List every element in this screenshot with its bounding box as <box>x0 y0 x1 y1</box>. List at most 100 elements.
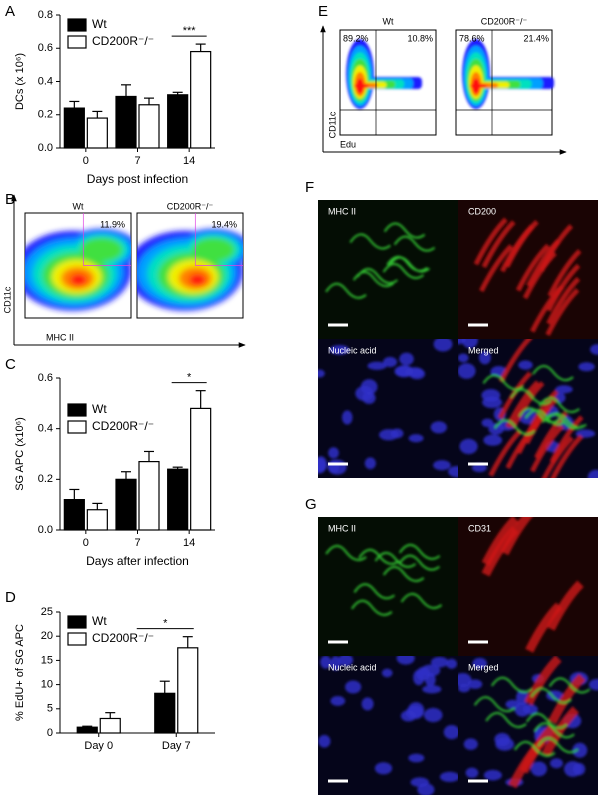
nucleus <box>328 447 339 459</box>
error-bar <box>195 390 206 409</box>
density <box>25 228 131 311</box>
legend-swatch <box>67 420 87 434</box>
nucleus <box>555 385 573 394</box>
y-tick-label: 10 <box>41 679 53 691</box>
nucleus <box>472 657 488 669</box>
green-signal <box>538 396 580 413</box>
x-tick-label: Day 7 <box>162 740 191 752</box>
error-bar <box>69 100 80 109</box>
panel-letter: E <box>318 3 328 20</box>
micrograph <box>458 656 598 795</box>
nucleus <box>383 356 398 368</box>
nucleus <box>430 421 447 434</box>
micrograph <box>318 656 458 795</box>
error-bar <box>172 466 183 470</box>
nucleus <box>458 684 470 693</box>
x-tick-label: 7 <box>134 155 140 167</box>
nucleus <box>390 428 404 439</box>
nucleus <box>433 339 453 352</box>
green-signal <box>548 677 591 694</box>
red-signal <box>529 424 565 473</box>
nucleus <box>421 664 441 677</box>
x-tick-label: 14 <box>183 537 195 549</box>
x-tick-label: 0 <box>83 155 89 167</box>
green-signal <box>356 268 399 285</box>
panel-letter: A <box>5 3 15 20</box>
green-signal <box>325 282 367 299</box>
nucleus <box>465 767 479 779</box>
gate-percent: 19.4% <box>211 219 237 229</box>
channel-label: CD31 <box>468 523 491 533</box>
x-axis-label: Days after infection <box>86 554 189 568</box>
nucleus <box>518 360 533 370</box>
red-signal <box>481 517 519 566</box>
red-signal <box>473 217 508 266</box>
error-bar <box>82 725 93 728</box>
y-tick-label: 0.2 <box>38 473 53 485</box>
red-signal <box>539 224 574 272</box>
nucleus <box>461 339 478 349</box>
signal <box>325 222 436 299</box>
x-tick-label: Day 0 <box>84 740 113 752</box>
nucleus <box>330 656 341 671</box>
density-level <box>80 237 123 262</box>
green-signal <box>514 740 556 757</box>
signal <box>325 543 443 616</box>
y-axis-label: % EdU+ of SG APC <box>14 624 26 721</box>
panel-letter: F <box>305 179 314 196</box>
nucleus <box>374 762 393 775</box>
nucleus <box>578 362 595 372</box>
nucleus <box>439 771 458 783</box>
channel-label: MHC II <box>328 523 356 533</box>
red-signal <box>515 243 550 292</box>
signal <box>481 517 584 653</box>
green-signal <box>383 222 426 239</box>
nucleus <box>355 385 374 401</box>
nucleus <box>522 704 538 715</box>
nucleus <box>413 669 425 686</box>
red-signal <box>504 219 539 268</box>
bar <box>86 117 108 149</box>
y-tick-label: 0.0 <box>38 142 53 154</box>
error-bar <box>144 450 154 462</box>
signal <box>458 656 598 789</box>
nucleus <box>361 697 374 711</box>
nucleus <box>422 685 442 694</box>
red-signal <box>524 656 562 706</box>
plot-title: CD200R⁻/⁻ <box>481 16 528 26</box>
bar <box>167 468 189 531</box>
error-bar <box>182 636 193 648</box>
green-signal <box>510 388 552 405</box>
x-tick-label: 7 <box>134 537 140 549</box>
x-tick-label: 14 <box>183 155 195 167</box>
red-signal <box>541 436 574 478</box>
legend-swatch <box>67 18 87 32</box>
nucleus <box>549 758 563 769</box>
red-signal <box>481 526 519 577</box>
nucleus <box>587 469 598 478</box>
nucleus <box>338 656 354 667</box>
green-signal <box>473 696 516 713</box>
nucleus <box>320 656 332 669</box>
nucleus <box>572 742 588 758</box>
green-signal <box>518 407 560 424</box>
nucleus <box>330 696 346 706</box>
green-signal <box>542 413 584 430</box>
red-signal <box>546 580 584 631</box>
panel-letter: G <box>305 496 317 513</box>
error-bar <box>121 84 131 97</box>
red-signal <box>488 428 523 477</box>
gate-percent: 89.2% <box>343 33 369 43</box>
gate-percent: 21.4% <box>523 33 549 43</box>
red-signal <box>481 220 516 269</box>
bar <box>167 94 189 149</box>
nucleus <box>341 410 353 425</box>
nucleus <box>459 438 478 455</box>
density-plot <box>24 212 132 319</box>
bar <box>63 499 85 531</box>
nucleus <box>417 783 435 795</box>
green-signal <box>325 544 367 562</box>
bar <box>190 407 212 531</box>
y-axis-label: DCs (x 10⁶) <box>14 53 26 110</box>
